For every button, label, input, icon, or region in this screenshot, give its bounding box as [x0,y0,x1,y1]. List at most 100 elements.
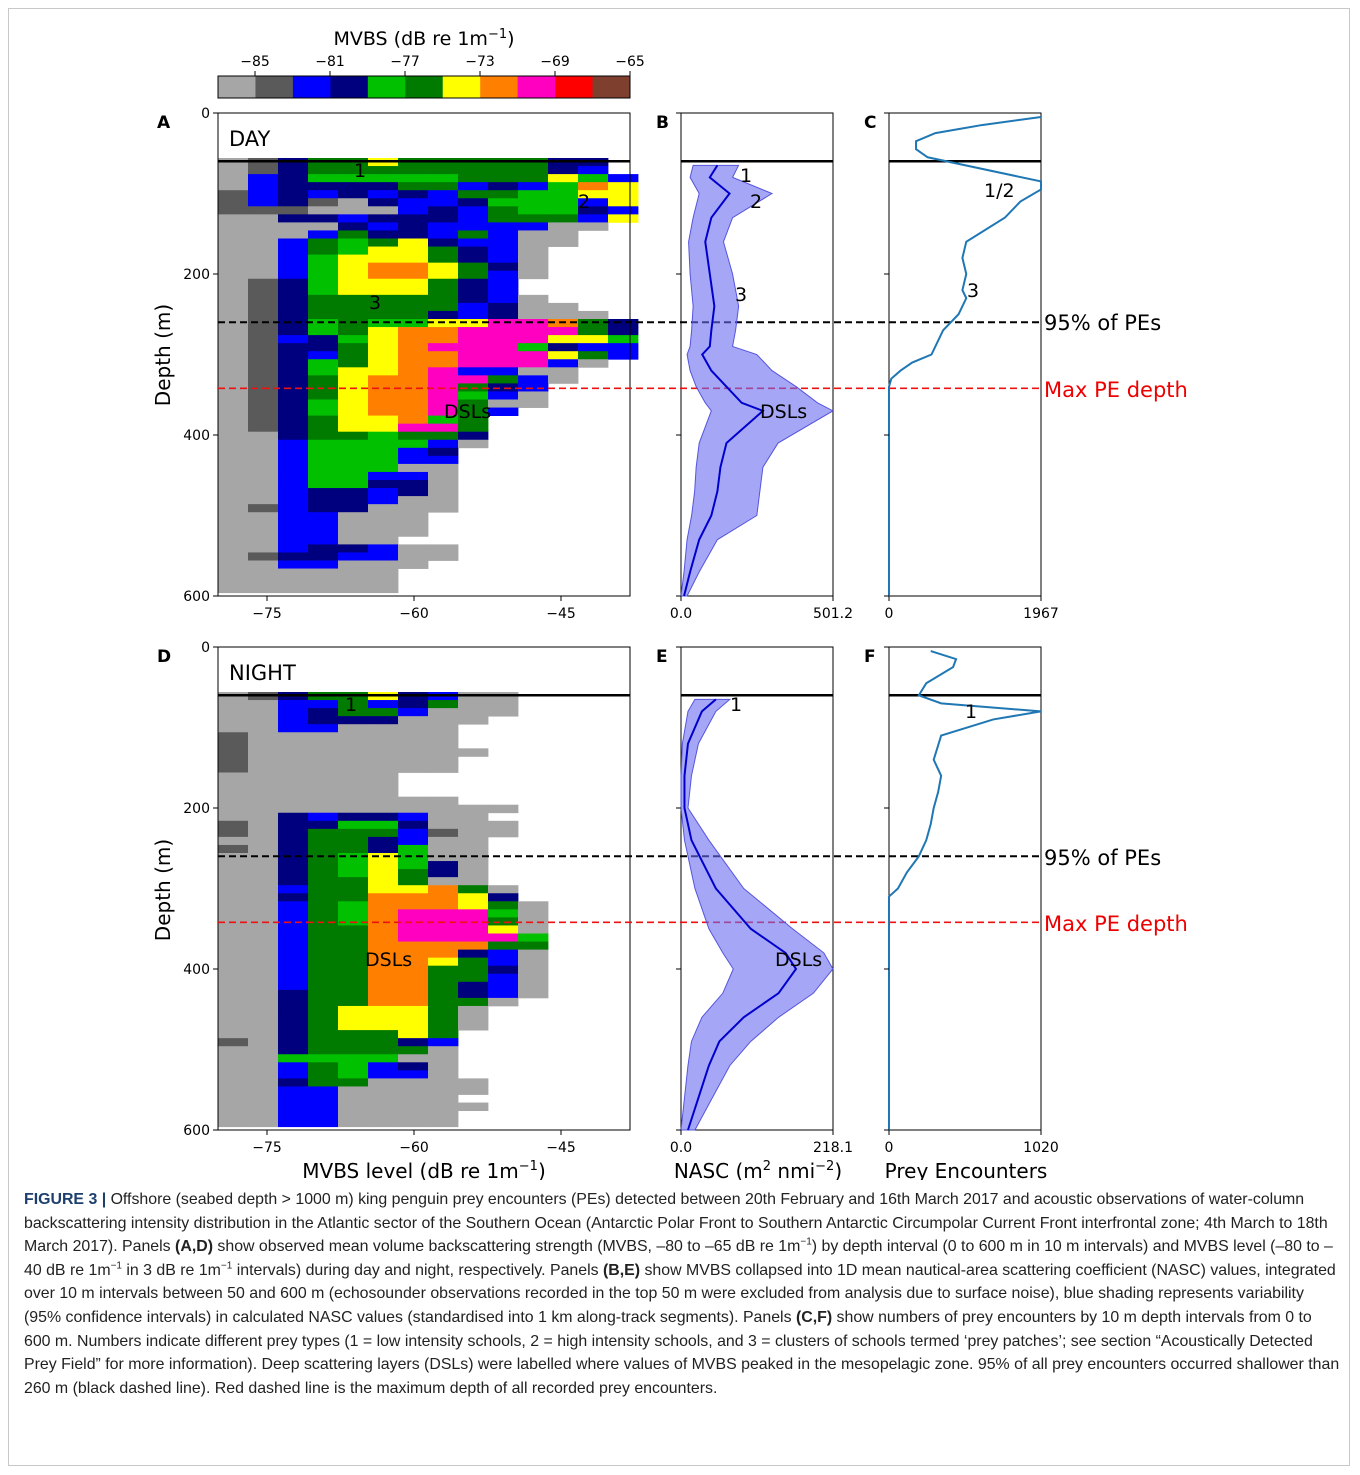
heatmap-cell [218,359,249,368]
heatmap-cell [278,584,309,594]
heatmap-cell [338,909,369,918]
heatmap-cell [218,901,249,910]
heatmap-cell [518,925,549,934]
day-label-3: 3 [369,292,381,314]
heatmap-cell [278,310,309,320]
heatmap-cell [398,270,429,280]
heatmap-cell [308,1046,339,1055]
heatmap-cell [338,828,369,838]
heatmap-cell [248,520,279,529]
heatmap-cell [368,949,399,959]
heatmap-cell [308,989,339,999]
heatmap-cell [338,343,369,352]
heatmap-cell [278,740,309,749]
heatmap-cell [308,997,339,1007]
caption-sup-7: −1 [220,1260,233,1272]
heatmap-cell [308,909,339,918]
heatmap-cell [248,941,279,950]
heatmap-cell [278,496,309,505]
heatmap-cell [278,756,309,765]
y-tick-label: 400 [183,428,210,444]
heatmap-cell [518,917,549,926]
heatmap-cell [398,893,429,902]
heatmap-cell [218,989,249,999]
heatmap-cell [308,415,339,425]
heatmap-cell [218,528,249,537]
heatmap-cell [278,1022,309,1031]
heatmap-cell [488,327,519,336]
heatmap-cell [488,174,519,183]
heatmap-cell [248,415,279,425]
heatmap-cell [248,286,279,296]
heatmap-cell [368,885,399,894]
heatmap-cell [218,708,249,717]
heatmap-cell [608,343,639,352]
heatmap-cell [488,708,519,717]
heatmap-cell [308,166,339,175]
heatmap-cell [218,310,249,320]
heatmap-cell [218,512,249,521]
heatmap-cell [338,286,369,296]
heatmap-cell [278,198,309,207]
heatmap-cell [398,949,429,959]
heatmap-cell [308,893,339,902]
nasc-plot-night [680,698,834,1131]
heatmap-cell [308,463,339,473]
heatmap-day [218,158,639,594]
heatmap-cell [308,198,339,207]
heatmap-cell [458,391,489,400]
heatmap-cell [428,869,459,878]
heatmap-cell [428,262,459,272]
heatmap-cell [398,716,429,725]
heatmap-cell [218,431,249,441]
heatmap-cell [428,455,459,465]
heatmap-cell [368,716,399,725]
caption-text-4: ) by depth interval (0 to 600 m in 10 m … [24,1238,1333,1279]
heatmap-cell [278,820,309,830]
heatmap-cell [218,804,249,814]
heatmap-cell [338,764,369,773]
heatmap-cell [278,941,309,950]
heatmap-cell [488,182,519,191]
heatmap-cell [428,1005,459,1015]
heatmap-cell [278,748,309,757]
heatmap-cell [548,238,579,247]
heatmap-cell [458,1005,489,1015]
night-label-dsl: DSLs [365,949,412,971]
heatmap-cell [218,190,249,199]
heatmap-cell [428,359,459,368]
heatmap-cell [368,957,399,967]
heatmap-cell [278,439,309,449]
heatmap-cell [308,496,339,505]
heatmap-cell [338,796,369,806]
prey-plot-night [888,650,1042,1130]
heatmap-cell [428,844,459,854]
heatmap-cell [368,512,399,521]
heatmap-cell [338,708,369,717]
x-tick-label: −45 [546,606,576,622]
heatmap-cell [248,788,279,798]
heatmap-cell [398,504,429,513]
heatmap-cell [488,335,519,344]
heatmap-cell [218,278,249,288]
heatmap-cell [308,278,339,288]
heatmap-cell [338,254,369,264]
heatmap-cell [428,335,459,344]
heatmap-cell [398,488,429,497]
caption-text-6: in 3 dB re 1m [121,1261,221,1279]
panel-a-frame [217,112,631,597]
heatmap-cell [218,925,249,934]
heatmap-cell [338,327,369,336]
heatmap-cell [458,238,489,247]
heatmap-cell [368,463,399,473]
day-nasc-label-1: 1 [740,165,752,187]
heatmap-cell [368,700,399,709]
heatmap-cell [428,1046,459,1055]
x-axis-label-mvbs: MVBS level (dB re 1m−1) [302,1159,546,1180]
heatmap-cell [338,756,369,765]
heatmap-cell [278,343,309,352]
heatmap-cell [428,286,459,296]
heatmap-cell [398,512,429,521]
y-tick-label: 600 [183,1123,210,1139]
heatmap-cell [428,1038,459,1047]
